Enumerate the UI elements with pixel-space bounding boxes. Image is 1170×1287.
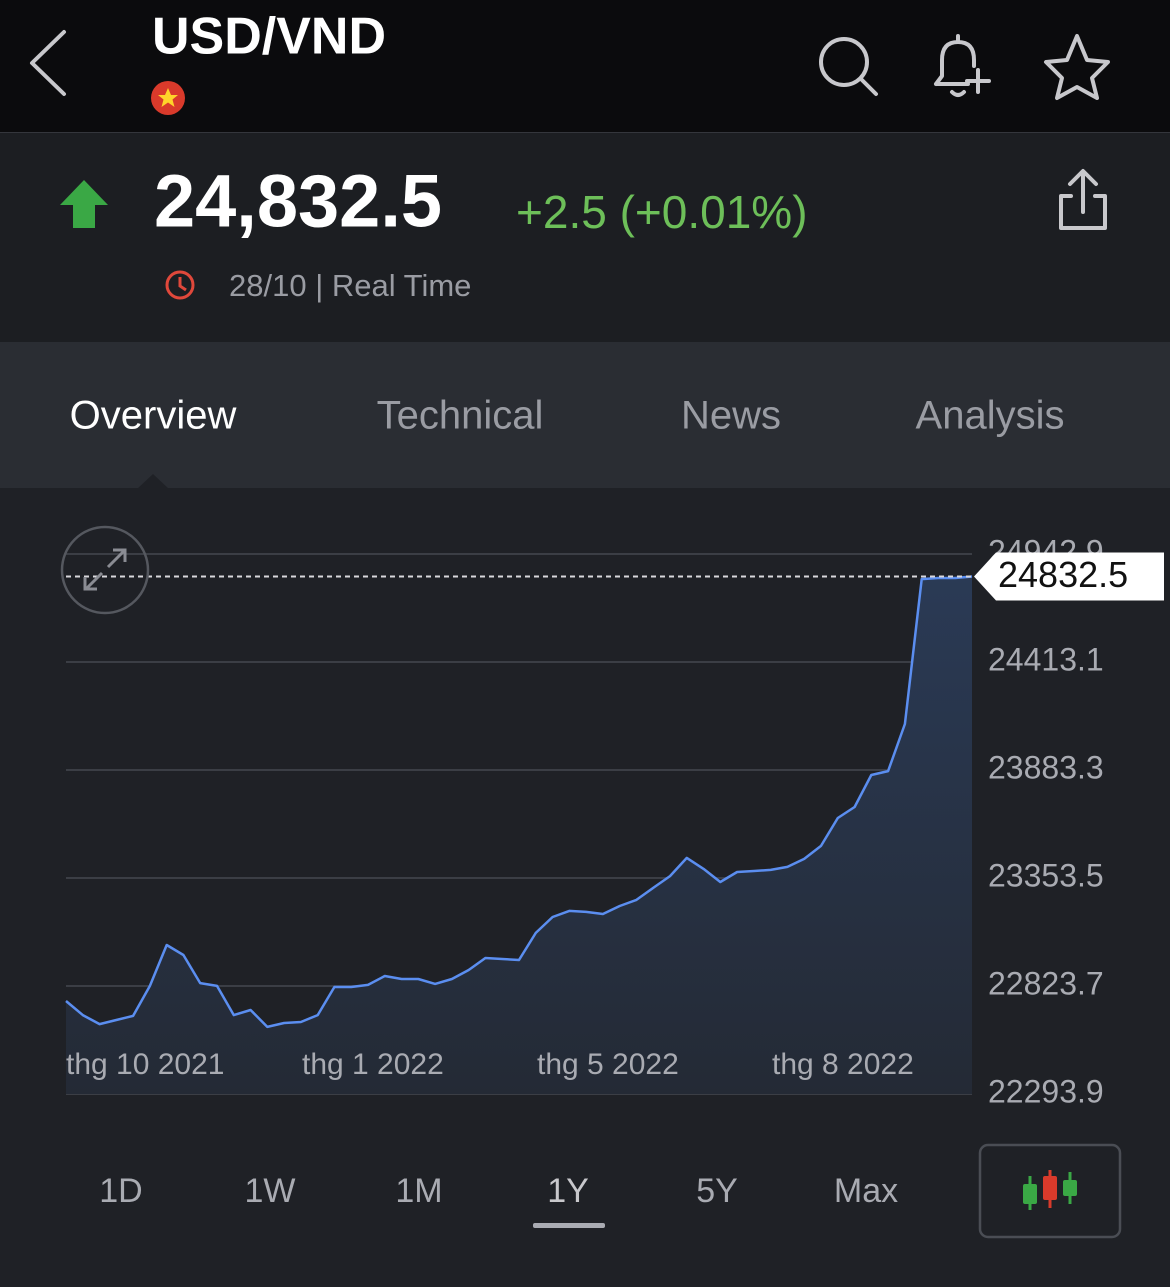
pair-title: USD/VND: [152, 8, 386, 66]
range-button[interactable]: 1M: [395, 1172, 442, 1210]
tab[interactable]: Analysis: [916, 394, 1065, 438]
range-button[interactable]: 1D: [99, 1172, 142, 1210]
y-tick-label: 22293.9: [988, 1073, 1104, 1109]
tab-active[interactable]: Overview: [70, 394, 237, 438]
up-arrow: [60, 180, 108, 228]
x-tick-label: thg 8 2022: [772, 1048, 914, 1081]
y-tick-label: 23883.3: [988, 749, 1104, 785]
share-button[interactable]: [1059, 169, 1107, 230]
alert-button[interactable]: [934, 34, 991, 97]
tab-pointer: [137, 474, 169, 489]
price: 24,832.5: [154, 160, 442, 243]
quote-panel: [0, 132, 1170, 342]
timestamp: 28/10 | Real Time: [229, 268, 471, 303]
range-button-active[interactable]: 1Y: [547, 1172, 589, 1210]
area: [66, 576, 972, 1094]
price-change: +2.5 (+0.01%): [516, 186, 808, 238]
range-selector: 1D 1W 1M 1Y 5Y Max: [99, 1172, 898, 1228]
y-tick-label: 22823.7: [988, 965, 1104, 1001]
last-price-label: 24832.5: [998, 554, 1128, 595]
x-tick-label: thg 5 2022: [537, 1048, 679, 1081]
tab-bar: [0, 342, 1170, 488]
price-line: [65, 575, 973, 1029]
range-underline: [533, 1223, 605, 1228]
tab[interactable]: News: [681, 394, 781, 438]
chart-type-button[interactable]: [978, 1143, 1122, 1239]
search-button[interactable]: [819, 37, 878, 96]
tab[interactable]: Technical: [377, 394, 544, 438]
y-tick-label: 24413.1: [988, 641, 1104, 677]
y-tick-label: 23353.5: [988, 857, 1104, 893]
clock-icon: [165, 270, 195, 300]
flag: [151, 81, 185, 115]
range-button[interactable]: 1W: [245, 1172, 296, 1210]
x-tick-label: thg 10 2021: [66, 1048, 224, 1081]
chart: 22293.922823.723353.523883.324413.124942…: [65, 533, 1164, 1109]
last-price-tag: [974, 552, 1164, 601]
x-tick-label: thg 1 2022: [302, 1048, 444, 1081]
range-button[interactable]: 5Y: [696, 1172, 738, 1210]
range-button[interactable]: Max: [834, 1172, 898, 1210]
expand-button[interactable]: [60, 525, 150, 615]
back-button[interactable]: [30, 30, 66, 96]
favorite-button[interactable]: [1044, 34, 1110, 100]
